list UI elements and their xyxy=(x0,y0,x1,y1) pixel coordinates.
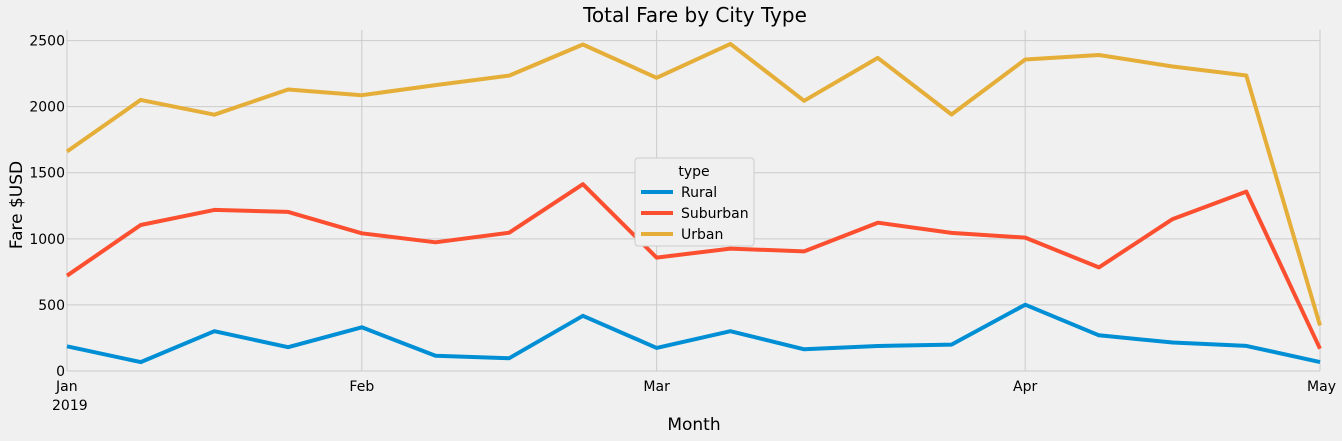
x-tick-label: Apr xyxy=(1013,379,1037,395)
series-line-urban xyxy=(65,41,1322,326)
y-tick-label: 500 xyxy=(38,298,65,314)
x-tick-label: Feb xyxy=(349,379,374,395)
y-tick-label: 1500 xyxy=(29,166,65,182)
y-tick-label: 1000 xyxy=(29,232,65,248)
y-tick-label: 0 xyxy=(56,364,65,380)
legend-label-rural: Rural xyxy=(681,185,717,201)
legend-items: Rural Suburban Urban xyxy=(641,185,749,243)
chart-title: Total Fare by City Type xyxy=(582,3,807,27)
y-tick-label: 2500 xyxy=(29,34,65,50)
y-axis-ticks: 0 500 1000 1500 2000 2500 xyxy=(29,34,65,380)
x-axis-label: Month xyxy=(667,415,720,435)
legend-label-urban: Urban xyxy=(681,227,723,243)
y-axis-label: Fare $USD xyxy=(7,161,27,249)
x-tick-label: Jan xyxy=(55,379,78,395)
legend: type Rural Suburban Urban xyxy=(634,157,755,247)
x-tick-label: Mar xyxy=(643,379,670,395)
x-axis-ticks: Jan 2019 Feb Mar Apr May xyxy=(52,379,1336,414)
x-tick-sublabel: 2019 xyxy=(52,398,88,414)
legend-label-suburban: Suburban xyxy=(681,206,749,222)
series-line-rural xyxy=(66,302,1321,365)
series-line-suburban xyxy=(65,182,1322,350)
y-tick-label: 2000 xyxy=(29,100,65,116)
x-tick-label: May xyxy=(1307,379,1336,395)
legend-title: type xyxy=(678,164,709,180)
series-lines xyxy=(65,41,1322,365)
legend-box xyxy=(634,157,755,247)
